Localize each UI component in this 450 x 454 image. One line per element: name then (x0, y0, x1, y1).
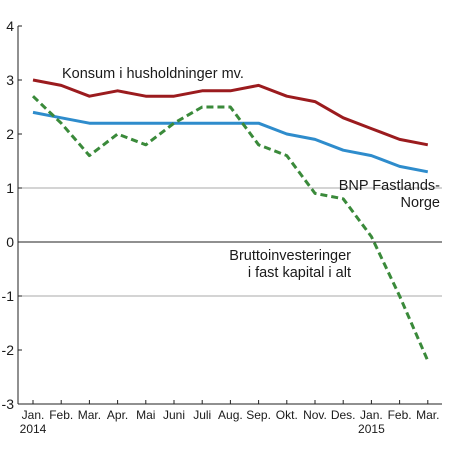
series-label-2: Bruttoinvesteringer (229, 248, 351, 264)
series-line-0 (32, 78, 429, 147)
axes (17, 25, 442, 405)
x-tick-label: Mar. (78, 408, 101, 422)
x-tick-label: Okt. (276, 408, 298, 422)
x-tick-label: Mai (136, 408, 155, 422)
x-tick-label: Mar. (416, 408, 439, 422)
x-tick-label: Feb. (49, 408, 73, 422)
series-line-1 (32, 110, 429, 174)
y-tick-label: -3 (2, 396, 15, 412)
series-label-1: BNP Fastlands- (339, 178, 440, 194)
y-tick-labels: -3 -2 -1 0 1 2 3 4 (2, 18, 15, 412)
x-tick-label: Apr. (107, 408, 128, 422)
x-tick-label: Aug. (218, 408, 243, 422)
y-tick-label: -2 (2, 342, 15, 358)
gridlines (18, 187, 442, 297)
y-tick-label: 4 (6, 18, 14, 34)
x-tick-label: Des. (331, 408, 356, 422)
series-label-0: Konsum i husholdninger mv. (62, 66, 244, 82)
series-line-2 (31, 95, 430, 362)
x-tick-label: Sep. (246, 408, 271, 422)
series-label-2: i fast kapital i alt (248, 265, 351, 281)
y-tick-label: 0 (6, 234, 14, 250)
x-tick-label: Nov. (303, 408, 327, 422)
x-tick-label: Juni (163, 408, 185, 422)
x-year-label: 2014 (20, 422, 47, 436)
x-tick-label: Jan. (360, 408, 383, 422)
y-tick-label: -1 (2, 288, 15, 304)
x-tick-label: Jan. (22, 408, 45, 422)
x-tick-label: Juli (193, 408, 211, 422)
y-tick-label: 3 (6, 72, 14, 88)
y-tick-label: 1 (6, 180, 14, 196)
x-tick-label: Feb. (388, 408, 412, 422)
series-lines (31, 78, 430, 362)
x-year-label: 2015 (358, 422, 385, 436)
y-tick-label: 2 (6, 126, 14, 142)
x-tick-labels: Jan. Feb. Mar. Apr. Mai Juni Juli Aug. Sep. Okt. N… (20, 408, 440, 436)
series-labels: Konsum i husholdninger mv. BNP Fastlands-… (62, 66, 440, 281)
series-label-1: Norge (401, 195, 441, 211)
